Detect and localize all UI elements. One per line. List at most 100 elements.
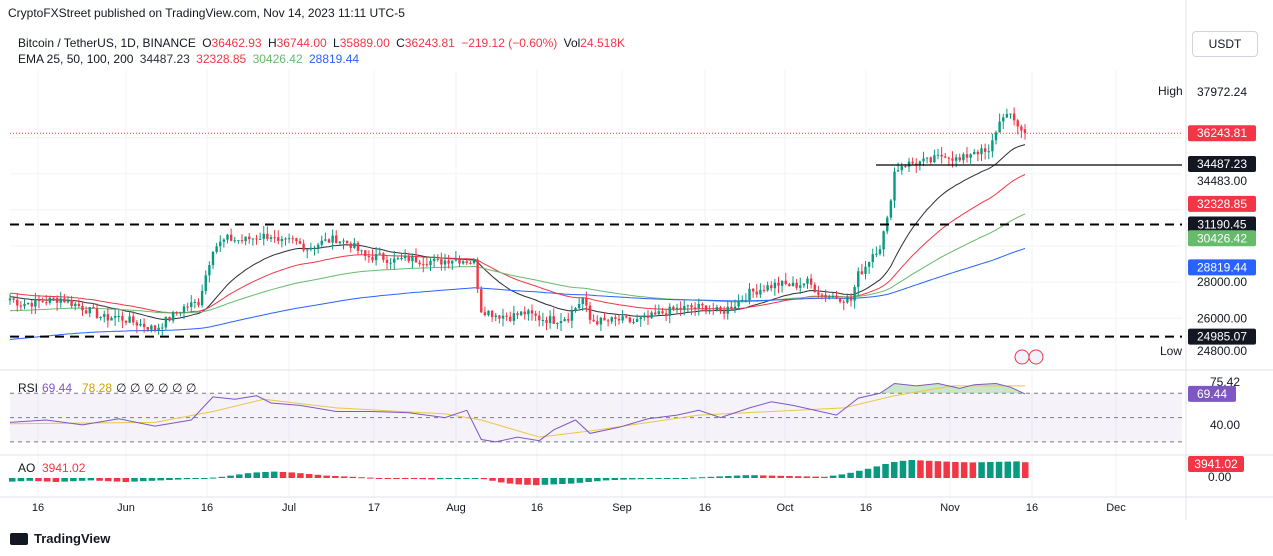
candle-body [385, 259, 389, 263]
candle-body [157, 327, 160, 331]
rsi-title: RSI [18, 381, 38, 395]
candle-body [320, 240, 323, 245]
candle-body [813, 284, 816, 293]
rsi-ma-value: 78.28 [82, 381, 112, 395]
candle-body [672, 306, 675, 310]
candle-body [712, 309, 715, 311]
ao-bar [576, 478, 584, 483]
candle-body [197, 301, 200, 306]
ao-bar [358, 477, 365, 479]
candle [63, 294, 66, 303]
ao-bar [646, 478, 653, 479]
ao-bar [70, 478, 77, 482]
candle-body [295, 238, 298, 242]
candle [95, 303, 99, 319]
candle [741, 295, 744, 303]
candle [686, 304, 690, 313]
candle-body [74, 303, 77, 306]
candle-body [229, 234, 233, 241]
candle [809, 274, 813, 289]
candle-body [737, 300, 740, 307]
rsi-pane: RSI 69.44 78.28 ∅ ∅ ∅ ∅ ∅ ∅ [9, 381, 1182, 443]
candle [12, 297, 15, 303]
candle [182, 303, 186, 320]
candle-body [991, 140, 994, 152]
ema25-tag-text: 34487.23 [1197, 157, 1247, 171]
candle [208, 261, 211, 283]
candle [1012, 107, 1016, 126]
candle-body [41, 301, 44, 303]
ao-bar [515, 478, 522, 485]
candle-body [66, 299, 70, 303]
ohlc-high-label: H [267, 36, 277, 50]
candle [197, 298, 200, 308]
ao-bar [340, 476, 348, 478]
candle [385, 255, 389, 270]
ohlc-close: 36243.81 [404, 36, 455, 50]
candle [987, 144, 990, 160]
candle [88, 307, 91, 318]
candle [327, 238, 331, 243]
candle [52, 297, 55, 302]
candle [306, 249, 309, 259]
candle [99, 316, 102, 321]
candle [947, 156, 951, 166]
candle [824, 289, 827, 302]
ao-bar [794, 476, 802, 478]
ao-bar [428, 478, 435, 480]
candle [806, 276, 809, 289]
candle-body [911, 161, 914, 164]
candle [219, 235, 222, 252]
candle-body [900, 166, 903, 171]
currency-button[interactable]: USDT [1192, 31, 1258, 57]
candle-body [211, 251, 215, 266]
candle [393, 250, 396, 270]
time-tick-label: Aug [446, 502, 466, 514]
candle [291, 235, 294, 244]
ao-tick-label: 0.00 [1208, 470, 1232, 484]
ao-bar [707, 476, 715, 478]
ao-bar [716, 476, 723, 478]
candle [37, 295, 41, 309]
candle-body [465, 261, 468, 263]
candle [309, 242, 313, 252]
candle [889, 198, 893, 221]
candle-body [1012, 113, 1016, 121]
candle [936, 148, 940, 160]
candle-body [193, 301, 197, 303]
ao-bar [812, 476, 819, 478]
us-flag-icon[interactable] [1028, 349, 1044, 365]
ao-bar [183, 478, 191, 480]
candle [657, 304, 661, 315]
tradingview-logo[interactable]: TradingView [10, 531, 110, 546]
candle-body [704, 305, 708, 312]
ao-bar [384, 478, 392, 479]
level-24985-tag-text: 24985.07 [1197, 330, 1247, 344]
candle [204, 270, 207, 295]
us-flag-icon[interactable] [1014, 349, 1030, 365]
candle-body [262, 233, 265, 239]
candle-body [19, 305, 23, 307]
ao-bar [637, 478, 645, 480]
candle [849, 293, 853, 307]
candle [994, 130, 998, 145]
candle [382, 252, 385, 263]
candle [77, 299, 81, 308]
ao-last-tag-text: 3941.02 [1194, 457, 1238, 471]
ao-bar [349, 476, 357, 478]
ao-bar [297, 473, 304, 478]
candle-body [1009, 113, 1012, 115]
candle [244, 236, 247, 246]
candle [487, 310, 490, 317]
ohlc-open-label: O [202, 36, 212, 50]
candle-body [266, 233, 269, 239]
candle-body [878, 249, 882, 254]
candle [617, 314, 621, 325]
symbol-name[interactable]: Bitcoin / TetherUS, 1D, BINANCE [18, 36, 196, 50]
ao-bar [1013, 461, 1020, 478]
candle [302, 239, 305, 253]
candle-body [944, 156, 947, 158]
ema-label[interactable]: EMA 25, 50, 100, 200 [18, 52, 134, 66]
candle-body [625, 316, 628, 318]
